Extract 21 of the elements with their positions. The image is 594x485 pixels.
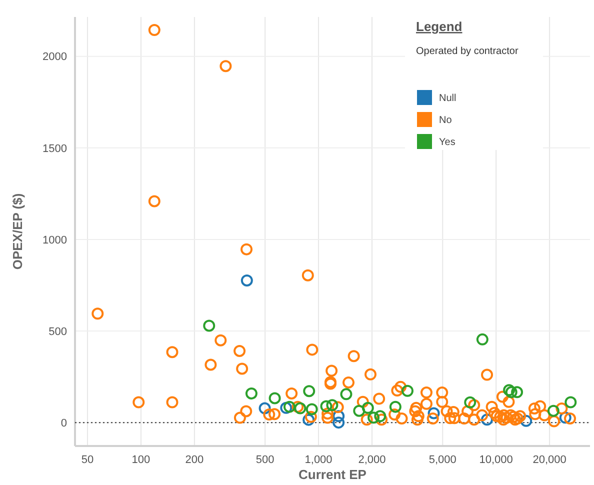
legend-label: Yes: [439, 137, 456, 148]
x-tick-label: 1,000: [304, 454, 332, 466]
y-tick-label: 1500: [42, 142, 67, 155]
x-tick-label: 2,000: [358, 454, 386, 466]
x-tick-label: 20,000: [532, 454, 566, 466]
x-tick-label: 200: [185, 454, 204, 466]
x-tick-label: 50: [81, 454, 94, 466]
x-axis-title: Current EP: [298, 467, 367, 482]
legend-title: Operated by contractor: [416, 46, 519, 57]
y-tick-label: 1000: [42, 234, 67, 246]
x-tick-label: 5,000: [428, 454, 456, 466]
legend-label: Null: [439, 93, 456, 104]
y-axis-title: OPEX/EP ($): [10, 193, 25, 270]
annotation: Legend: [416, 19, 462, 34]
y-tick-label: 0: [60, 417, 67, 430]
x-tick-label: 100: [132, 454, 150, 466]
x-tick-label: 10,000: [479, 454, 513, 466]
y-tick-label: 2000: [42, 51, 67, 64]
y-tick-label: 500: [48, 326, 67, 338]
legend-label: No: [439, 115, 452, 126]
x-tick-label: 500: [256, 454, 274, 466]
